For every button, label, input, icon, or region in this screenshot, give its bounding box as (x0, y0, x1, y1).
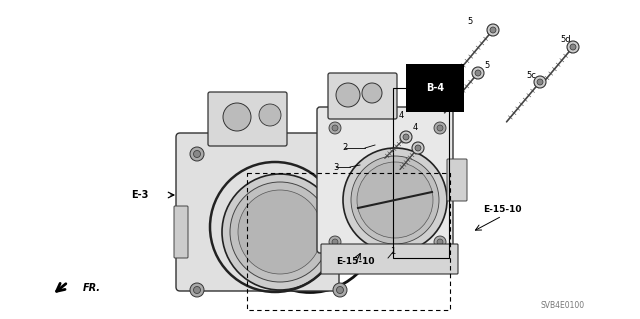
Circle shape (337, 286, 344, 293)
Circle shape (357, 162, 433, 238)
Text: 4: 4 (412, 123, 418, 132)
Circle shape (332, 239, 338, 245)
Circle shape (259, 104, 281, 126)
Text: 4: 4 (398, 110, 404, 120)
Circle shape (333, 283, 347, 297)
Circle shape (490, 27, 496, 33)
Text: E-15-10: E-15-10 (483, 205, 521, 214)
Circle shape (332, 125, 338, 131)
Circle shape (400, 131, 412, 143)
Text: 2: 2 (342, 144, 348, 152)
Circle shape (351, 156, 439, 244)
Circle shape (190, 147, 204, 161)
Text: SVB4E0100: SVB4E0100 (541, 300, 585, 309)
Text: 3: 3 (333, 162, 339, 172)
Circle shape (567, 41, 579, 53)
Circle shape (475, 70, 481, 76)
Circle shape (537, 79, 543, 85)
Circle shape (487, 24, 499, 36)
Text: E-15-10: E-15-10 (336, 257, 374, 266)
Circle shape (329, 122, 341, 134)
FancyBboxPatch shape (321, 244, 458, 274)
FancyBboxPatch shape (176, 133, 339, 291)
FancyBboxPatch shape (174, 206, 188, 258)
Circle shape (437, 125, 443, 131)
Circle shape (412, 142, 424, 154)
Circle shape (437, 239, 443, 245)
Circle shape (222, 174, 338, 290)
Circle shape (403, 134, 409, 140)
Circle shape (472, 67, 484, 79)
Circle shape (534, 76, 546, 88)
FancyBboxPatch shape (447, 159, 467, 201)
Text: 5: 5 (484, 61, 490, 70)
FancyBboxPatch shape (328, 73, 397, 119)
Circle shape (333, 147, 347, 161)
Text: 5: 5 (467, 18, 472, 26)
Circle shape (343, 148, 447, 252)
Circle shape (329, 236, 341, 248)
Circle shape (415, 145, 421, 151)
Circle shape (223, 103, 251, 131)
Circle shape (434, 122, 446, 134)
Circle shape (337, 151, 344, 158)
Circle shape (193, 286, 200, 293)
Circle shape (190, 283, 204, 297)
Circle shape (434, 236, 446, 248)
FancyBboxPatch shape (317, 107, 453, 253)
Text: B-4: B-4 (426, 83, 444, 93)
Text: 5c: 5c (526, 70, 536, 79)
Text: FR.: FR. (83, 283, 101, 293)
Circle shape (230, 182, 330, 282)
Circle shape (238, 190, 322, 274)
Text: 1: 1 (390, 248, 396, 256)
Circle shape (570, 44, 576, 50)
Circle shape (362, 83, 382, 103)
Circle shape (336, 83, 360, 107)
Text: 5d: 5d (561, 35, 572, 44)
Text: E-3: E-3 (131, 190, 148, 200)
Circle shape (193, 151, 200, 158)
FancyBboxPatch shape (208, 92, 287, 146)
